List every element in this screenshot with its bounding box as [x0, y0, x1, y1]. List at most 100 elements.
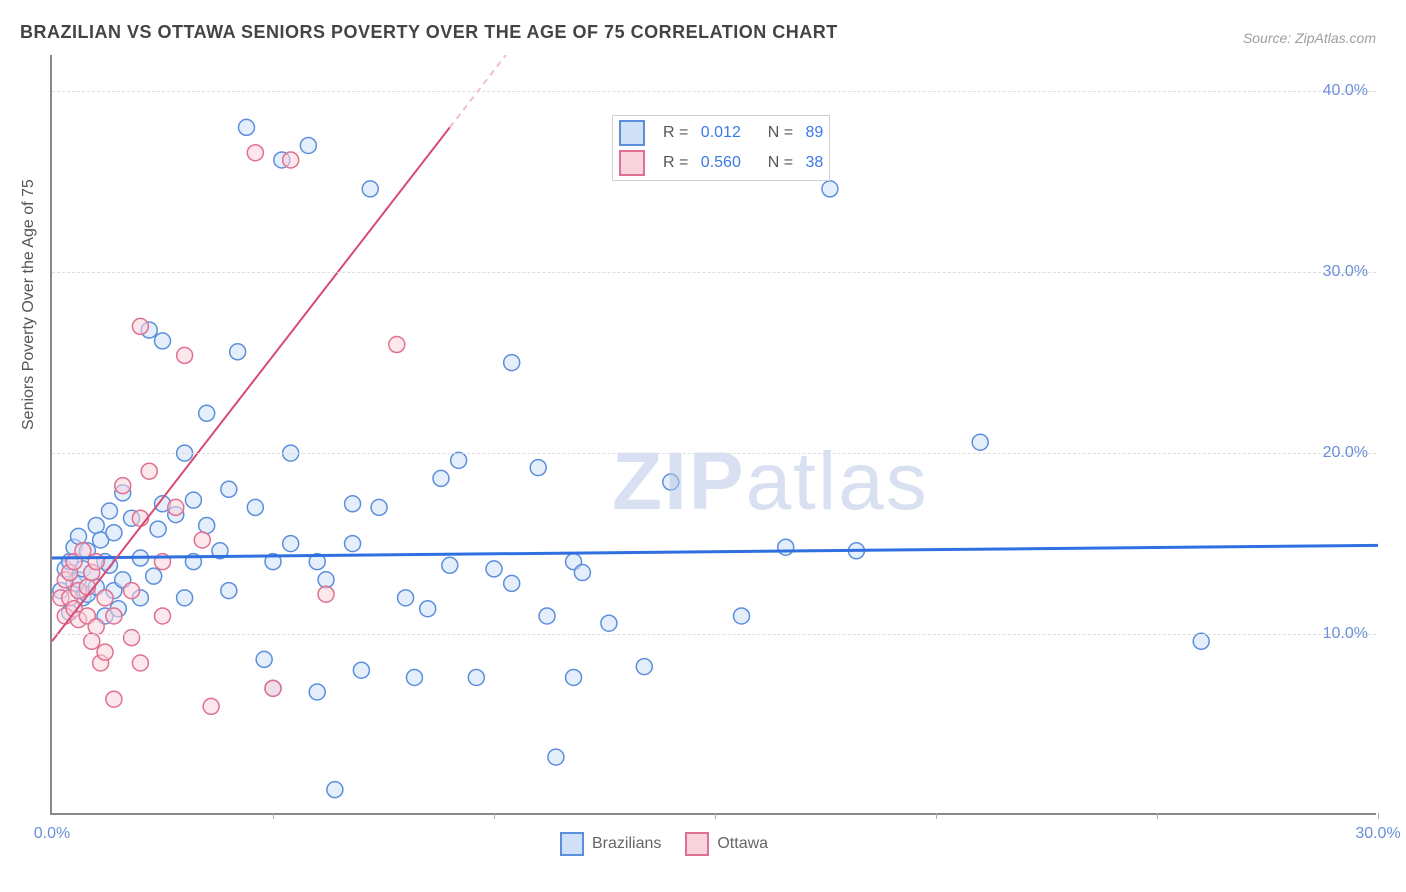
data-point	[199, 405, 215, 421]
x-tick-mark	[273, 813, 274, 819]
data-point	[124, 630, 140, 646]
data-point	[406, 669, 422, 685]
y-tick-label: 10.0%	[1323, 625, 1368, 643]
stat-n-value: 89	[805, 124, 823, 142]
data-point	[88, 619, 104, 635]
data-point	[283, 152, 299, 168]
data-point	[71, 528, 87, 544]
data-point	[601, 615, 617, 631]
legend-item: Ottawa	[685, 832, 768, 856]
data-point	[778, 539, 794, 555]
data-point	[141, 463, 157, 479]
data-point	[398, 590, 414, 606]
data-point	[283, 536, 299, 552]
data-point	[247, 499, 263, 515]
x-tick-mark	[715, 813, 716, 819]
data-point	[504, 355, 520, 371]
series-swatch	[619, 120, 645, 146]
data-point	[822, 181, 838, 197]
data-point	[389, 337, 405, 353]
x-tick-mark	[936, 813, 937, 819]
data-point	[530, 460, 546, 476]
data-point	[185, 492, 201, 508]
data-point	[636, 659, 652, 675]
data-point	[265, 680, 281, 696]
data-point	[1193, 633, 1209, 649]
data-point	[486, 561, 502, 577]
data-point	[345, 536, 361, 552]
legend-label: Brazilians	[592, 835, 661, 852]
data-point	[433, 470, 449, 486]
data-point	[150, 521, 166, 537]
data-point	[177, 590, 193, 606]
stats-row: R = 0.560 N = 38	[619, 148, 823, 178]
data-point	[327, 782, 343, 798]
data-point	[247, 145, 263, 161]
data-point	[84, 633, 100, 649]
data-point	[106, 525, 122, 541]
y-tick-label: 40.0%	[1323, 82, 1368, 100]
data-point	[362, 181, 378, 197]
stat-r-label: R =	[663, 124, 693, 142]
stats-row: R = 0.012 N = 89	[619, 118, 823, 148]
legend-label: Ottawa	[717, 835, 768, 852]
data-point	[97, 644, 113, 660]
y-tick-label: 20.0%	[1323, 444, 1368, 462]
legend-swatch	[560, 832, 584, 856]
data-point	[155, 608, 171, 624]
legend: Brazilians Ottawa	[560, 832, 768, 856]
x-tick-mark	[1157, 813, 1158, 819]
x-tick-mark	[494, 813, 495, 819]
data-point	[442, 557, 458, 573]
stat-r-value: 0.560	[701, 154, 749, 172]
gridline	[52, 634, 1376, 635]
data-point	[318, 572, 334, 588]
chart-title: BRAZILIAN VS OTTAWA SENIORS POVERTY OVER…	[20, 22, 838, 43]
data-point	[300, 137, 316, 153]
source-label: Source: ZipAtlas.com	[1243, 30, 1376, 46]
data-point	[566, 669, 582, 685]
data-point	[155, 333, 171, 349]
data-point	[168, 499, 184, 515]
gridline	[52, 453, 1376, 454]
series-swatch	[619, 150, 645, 176]
data-point	[468, 669, 484, 685]
data-point	[194, 532, 210, 548]
chart-container: BRAZILIAN VS OTTAWA SENIORS POVERTY OVER…	[0, 0, 1406, 892]
data-point	[548, 749, 564, 765]
data-point	[124, 583, 140, 599]
data-point	[256, 651, 272, 667]
data-point	[106, 691, 122, 707]
data-point	[318, 586, 334, 602]
x-tick-label: 0.0%	[34, 825, 70, 843]
data-point	[115, 478, 131, 494]
data-point	[146, 568, 162, 584]
data-point	[106, 608, 122, 624]
gridline	[52, 91, 1376, 92]
data-point	[221, 583, 237, 599]
data-point	[420, 601, 436, 617]
data-point	[574, 565, 590, 581]
data-point	[451, 452, 467, 468]
data-point	[539, 608, 555, 624]
stat-r-label: R =	[663, 154, 693, 172]
data-point	[221, 481, 237, 497]
data-point	[132, 655, 148, 671]
y-axis-label: Seniors Poverty Over the Age of 75	[20, 179, 38, 430]
data-point	[371, 499, 387, 515]
x-tick-mark	[1378, 813, 1379, 819]
stat-r-value: 0.012	[701, 124, 749, 142]
legend-swatch	[685, 832, 709, 856]
stat-n-label: N =	[759, 154, 798, 172]
legend-item: Brazilians	[560, 832, 661, 856]
plot-area: ZIPatlas R = 0.012 N = 89R = 0.560 N = 3…	[50, 55, 1376, 815]
data-point	[177, 347, 193, 363]
data-point	[230, 344, 246, 360]
stat-n-label: N =	[759, 124, 798, 142]
data-point	[203, 698, 219, 714]
data-point	[309, 684, 325, 700]
data-point	[199, 517, 215, 533]
stats-box: R = 0.012 N = 89R = 0.560 N = 38	[612, 115, 830, 181]
y-tick-label: 30.0%	[1323, 263, 1368, 281]
data-point	[132, 318, 148, 334]
